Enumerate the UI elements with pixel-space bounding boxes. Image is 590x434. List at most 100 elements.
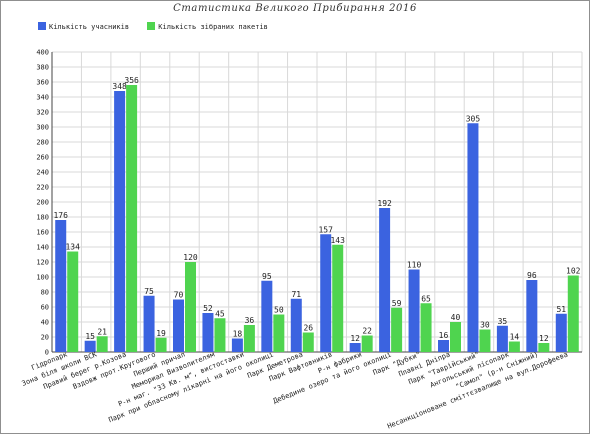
bar-participants <box>408 269 420 352</box>
y-tick-label: 360 <box>36 79 49 87</box>
y-tick-label: 340 <box>36 94 49 102</box>
y-tick-label: 80 <box>41 289 49 297</box>
bar-bags <box>391 307 403 352</box>
bar-participants <box>114 91 126 352</box>
y-tick-label: 400 <box>36 49 49 57</box>
bar-participants <box>202 313 214 352</box>
bar-bags <box>302 332 314 352</box>
bar-bags <box>450 322 461 352</box>
bar-bags <box>214 318 226 352</box>
y-tick-label: 280 <box>36 139 49 147</box>
y-tick-label: 40 <box>41 319 49 327</box>
bar-value-label: 21 <box>97 327 107 336</box>
bar-value-label: 120 <box>183 253 198 262</box>
y-tick-label: 180 <box>36 214 49 222</box>
bar-bags <box>126 85 138 352</box>
bar-value-label: 30 <box>480 321 490 330</box>
bar-value-label: 348 <box>112 82 127 91</box>
bar-participants <box>526 280 538 352</box>
y-tick-label: 100 <box>36 274 49 282</box>
bar-participants <box>467 123 479 352</box>
y-tick-label: 120 <box>36 259 49 267</box>
bar-value-label: 59 <box>392 299 402 308</box>
bar-value-label: 36 <box>245 316 255 325</box>
bar-value-label: 45 <box>215 309 225 318</box>
bar-value-label: 96 <box>527 271 537 280</box>
legend-swatch-participants <box>38 22 46 30</box>
bar-value-label: 305 <box>466 114 481 123</box>
bar-participants <box>261 280 273 352</box>
bar-participants <box>555 313 567 352</box>
bar-value-label: 95 <box>262 272 272 281</box>
bar-value-label: 40 <box>451 313 461 322</box>
legend-label-participants: Кількість учасників <box>49 23 130 31</box>
y-tick-label: 200 <box>36 199 49 207</box>
bar-value-label: 102 <box>566 267 581 276</box>
legend-swatch-bags <box>147 22 156 30</box>
y-tick-label: 260 <box>36 154 49 162</box>
bar-value-label: 70 <box>174 291 184 300</box>
bar-value-label: 110 <box>407 261 422 270</box>
bar-bags <box>508 341 520 352</box>
bar-value-label: 16 <box>439 331 449 340</box>
legend-item-bags: Кількість зібраних пакетів <box>147 22 268 31</box>
bar-value-label: 22 <box>362 327 372 336</box>
y-tick-label: 140 <box>36 244 49 252</box>
bar-value-label: 75 <box>144 287 154 296</box>
bar-participants <box>379 208 391 352</box>
bar-value-label: 51 <box>556 305 566 314</box>
bar-value-label: 12 <box>539 334 549 343</box>
legend-label-bags: Кількість зібраних пакетів <box>158 23 268 31</box>
bar-participants <box>438 340 449 352</box>
chart-title: Статистика Великого Прибирання 2016 <box>173 3 417 14</box>
bar-value-label: 157 <box>318 225 333 234</box>
bar-participants <box>143 295 155 352</box>
y-tick-label: 160 <box>36 229 49 237</box>
bar-participants <box>173 299 184 352</box>
bar-bags <box>361 335 373 352</box>
legend-item-participants: Кількість учасників <box>38 22 129 31</box>
legend: Кількість учасників Кількість зібраних п… <box>38 22 282 31</box>
bar-value-label: 50 <box>274 306 284 315</box>
bar-bags <box>185 262 196 352</box>
bar-value-label: 12 <box>350 334 360 343</box>
y-tick-label: 0 <box>45 349 49 357</box>
bar-value-label: 15 <box>85 332 95 341</box>
bar-bags <box>567 275 579 352</box>
y-tick-label: 20 <box>41 334 49 342</box>
bar-value-label: 18 <box>233 330 243 339</box>
y-tick-label: 300 <box>36 124 49 132</box>
y-tick-label: 380 <box>36 64 49 72</box>
bar-bags <box>243 325 255 352</box>
bar-value-label: 143 <box>330 236 345 245</box>
bar-value-label: 134 <box>65 243 80 252</box>
bar-participants <box>290 298 302 352</box>
bar-value-label: 65 <box>421 294 431 303</box>
bar-value-label: 192 <box>377 199 392 208</box>
y-tick-label: 240 <box>36 169 49 177</box>
bar-bags <box>96 336 108 352</box>
bar-bags <box>538 343 550 352</box>
bar-value-label: 356 <box>124 76 139 85</box>
bar-value-label: 14 <box>510 333 520 342</box>
bar-value-label: 26 <box>303 324 313 333</box>
bar-bags <box>155 337 167 352</box>
bar-value-label: 19 <box>156 329 166 338</box>
bar-participants <box>55 220 67 352</box>
y-tick-label: 320 <box>36 109 49 117</box>
bar-bags <box>479 329 491 352</box>
bar-participants <box>496 325 508 352</box>
bar-participants <box>231 338 243 352</box>
y-tick-label: 220 <box>36 184 49 192</box>
bar-participants <box>349 343 361 352</box>
bar-participants <box>84 340 96 352</box>
bar-bags <box>273 314 285 352</box>
bar-bags <box>332 244 344 352</box>
bar-value-label: 176 <box>53 211 68 220</box>
bar-bags <box>420 303 432 352</box>
y-tick-label: 60 <box>41 304 49 312</box>
bar-value-label: 71 <box>291 290 301 299</box>
bar-participants <box>320 234 332 352</box>
bar-bags <box>67 251 79 352</box>
